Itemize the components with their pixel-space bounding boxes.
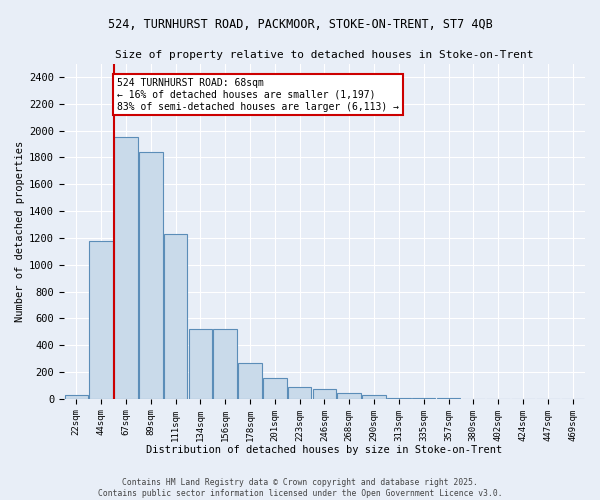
Bar: [337, 393, 361, 399]
Bar: [387, 398, 410, 399]
X-axis label: Distribution of detached houses by size in Stoke-on-Trent: Distribution of detached houses by size …: [146, 445, 503, 455]
Bar: [313, 389, 336, 399]
Bar: [288, 387, 311, 399]
Title: Size of property relative to detached houses in Stoke-on-Trent: Size of property relative to detached ho…: [115, 50, 533, 60]
Bar: [188, 329, 212, 399]
Bar: [238, 362, 262, 399]
Text: 524 TURNHURST ROAD: 68sqm
← 16% of detached houses are smaller (1,197)
83% of se: 524 TURNHURST ROAD: 68sqm ← 16% of detac…: [117, 78, 399, 112]
Bar: [114, 138, 138, 399]
Bar: [362, 395, 386, 399]
Y-axis label: Number of detached properties: Number of detached properties: [15, 140, 25, 322]
Bar: [89, 242, 113, 399]
Text: Contains HM Land Registry data © Crown copyright and database right 2025.
Contai: Contains HM Land Registry data © Crown c…: [98, 478, 502, 498]
Bar: [164, 234, 187, 399]
Bar: [412, 398, 436, 399]
Text: 524, TURNHURST ROAD, PACKMOOR, STOKE-ON-TRENT, ST7 4QB: 524, TURNHURST ROAD, PACKMOOR, STOKE-ON-…: [107, 18, 493, 30]
Bar: [65, 395, 88, 399]
Bar: [139, 152, 163, 399]
Bar: [263, 378, 287, 399]
Bar: [214, 329, 237, 399]
